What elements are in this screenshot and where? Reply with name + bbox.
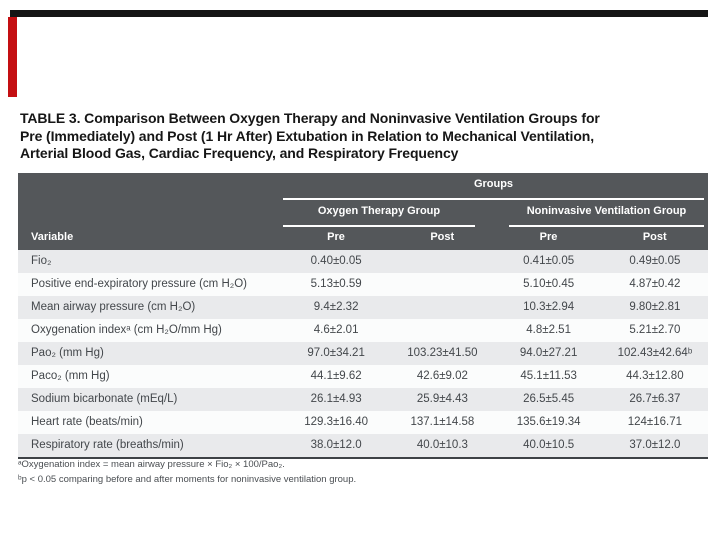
- table-row: Positive end-expiratory pressure (cm H₂O…: [18, 273, 708, 296]
- variable-cell: Positive end-expiratory pressure (cm H₂O…: [31, 278, 248, 290]
- table-row: Sodium bicarbonate (mEq/L) 26.1±4.93 25.…: [18, 388, 708, 411]
- variable-cell: Paco₂ (mm Hg): [31, 370, 110, 382]
- value-cell: 44.1±9.62: [310, 370, 362, 382]
- value-cell: 5.13±0.59: [310, 278, 362, 290]
- value-cell: 25.9±4.43: [416, 393, 468, 405]
- value-cell: 26.1±4.93: [310, 393, 362, 405]
- value-cell: 9.4±2.32: [313, 301, 359, 313]
- table-row: Heart rate (beats/min) 129.3±16.40 137.1…: [18, 411, 708, 434]
- variable-cell: Fio₂: [31, 255, 52, 267]
- table-title-line: TABLE 3. Comparison Between Oxygen Thera…: [20, 110, 600, 126]
- value-cell: 4.8±2.51: [526, 324, 571, 336]
- value-cell: 129.3±16.40: [304, 416, 369, 428]
- value-cell: 137.1±14.58: [410, 416, 475, 428]
- table-row: Respiratory rate (breaths/min) 38.0±12.0…: [18, 434, 708, 457]
- table-title-line: Pre (Immediately) and Post (1 Hr After) …: [20, 127, 595, 144]
- table-body: Fio₂ 0.40±0.05 0.41±0.05 0.49±0.05 Posit…: [18, 250, 708, 459]
- footnote-a: ᵃOxygenation index = mean airway pressur…: [18, 459, 285, 470]
- table-title-line: Arterial Blood Gas, Cardiac Frequency, a…: [20, 145, 459, 161]
- variable-cell: Pao₂ (mm Hg): [31, 347, 104, 359]
- value-cell: 38.0±12.0: [310, 439, 362, 451]
- variable-cell: Mean airway pressure (cm H₂O): [31, 301, 196, 313]
- value-cell: 42.6±9.02: [416, 370, 468, 382]
- value-cell: 45.1±11.53: [520, 370, 577, 382]
- variable-cell: Oxygenation indexᵃ (cm H₂O/mm Hg): [31, 324, 222, 336]
- value-cell: 40.0±10.5: [523, 439, 575, 451]
- value-cell: 26.7±6.37: [629, 393, 681, 405]
- subcolumn-header-post: Post: [642, 231, 667, 243]
- value-cell: 0.40±0.05: [310, 255, 362, 267]
- variable-column-header: Variable: [31, 231, 74, 243]
- value-cell: 26.5±5.45: [523, 393, 575, 405]
- value-cell: 5.21±2.70: [629, 324, 681, 336]
- comparison-table: Groups Oxygen Therapy Group Noninvasive …: [18, 173, 708, 459]
- value-cell: 124±16.71: [627, 416, 683, 428]
- value-cell: 94.0±27.21: [519, 347, 578, 359]
- table-footnotes: ᵃOxygenation index = mean airway pressur…: [18, 458, 698, 487]
- variable-cell: Sodium bicarbonate (mEq/L): [31, 393, 178, 405]
- table-header: Groups Oxygen Therapy Group Noninvasive …: [18, 173, 708, 250]
- value-cell: 4.87±0.42: [629, 278, 681, 290]
- value-cell: [389, 250, 495, 273]
- value-cell: 97.0±34.21: [307, 347, 365, 359]
- groups-header: Groups: [473, 178, 514, 190]
- subcolumn-header-post: Post: [430, 231, 455, 243]
- header-underline: [283, 198, 704, 200]
- value-cell: 10.3±2.94: [523, 301, 575, 313]
- value-cell: 135.6±19.34: [516, 416, 581, 428]
- table-row: Mean airway pressure (cm H₂O) 9.4±2.32 1…: [18, 296, 708, 319]
- group1-header: Oxygen Therapy Group: [317, 205, 441, 217]
- value-cell: 37.0±12.0: [629, 439, 681, 451]
- value-cell: 0.49±0.05: [629, 255, 681, 267]
- value-cell: 40.0±10.3: [416, 439, 468, 451]
- value-cell: 103.23±41.50: [407, 347, 478, 359]
- footnote-b: ᵇp < 0.05 comparing before and after mom…: [18, 473, 357, 485]
- subcolumn-header-pre: Pre: [539, 231, 558, 243]
- value-cell: 4.6±2.01: [313, 324, 359, 336]
- value-cell: 9.80±2.81: [629, 301, 681, 313]
- subcolumn-header-pre: Pre: [327, 231, 345, 243]
- table-row: Paco₂ (mm Hg) 44.1±9.62 42.6±9.02 45.1±1…: [18, 365, 708, 388]
- variable-cell: Respiratory rate (breaths/min): [31, 439, 184, 451]
- header-underline: [283, 225, 475, 227]
- value-cell: 102.43±42.64ᵇ: [617, 347, 693, 359]
- top-rule-bar: [10, 10, 708, 17]
- value-cell: 0.41±0.05: [523, 255, 575, 267]
- table-row: Fio₂ 0.40±0.05 0.41±0.05 0.49±0.05: [18, 250, 708, 273]
- header-underline: [509, 225, 704, 227]
- table-row: Oxygenation indexᵃ (cm H₂O/mm Hg) 4.6±2.…: [18, 319, 708, 342]
- value-cell: [389, 273, 495, 296]
- variable-cell: Heart rate (beats/min): [31, 416, 143, 428]
- group2-header: Noninvasive Ventilation Group: [526, 205, 687, 217]
- value-cell: [389, 319, 495, 342]
- value-cell: [389, 296, 495, 319]
- value-cell: 44.3±12.80: [626, 370, 684, 382]
- red-accent-bar: [8, 17, 17, 97]
- table-row: Pao₂ (mm Hg) 97.0±34.21 103.23±41.50 94.…: [18, 342, 708, 365]
- table-title: TABLE 3. Comparison Between Oxygen Thera…: [20, 110, 704, 163]
- value-cell: 5.10±0.45: [523, 278, 575, 290]
